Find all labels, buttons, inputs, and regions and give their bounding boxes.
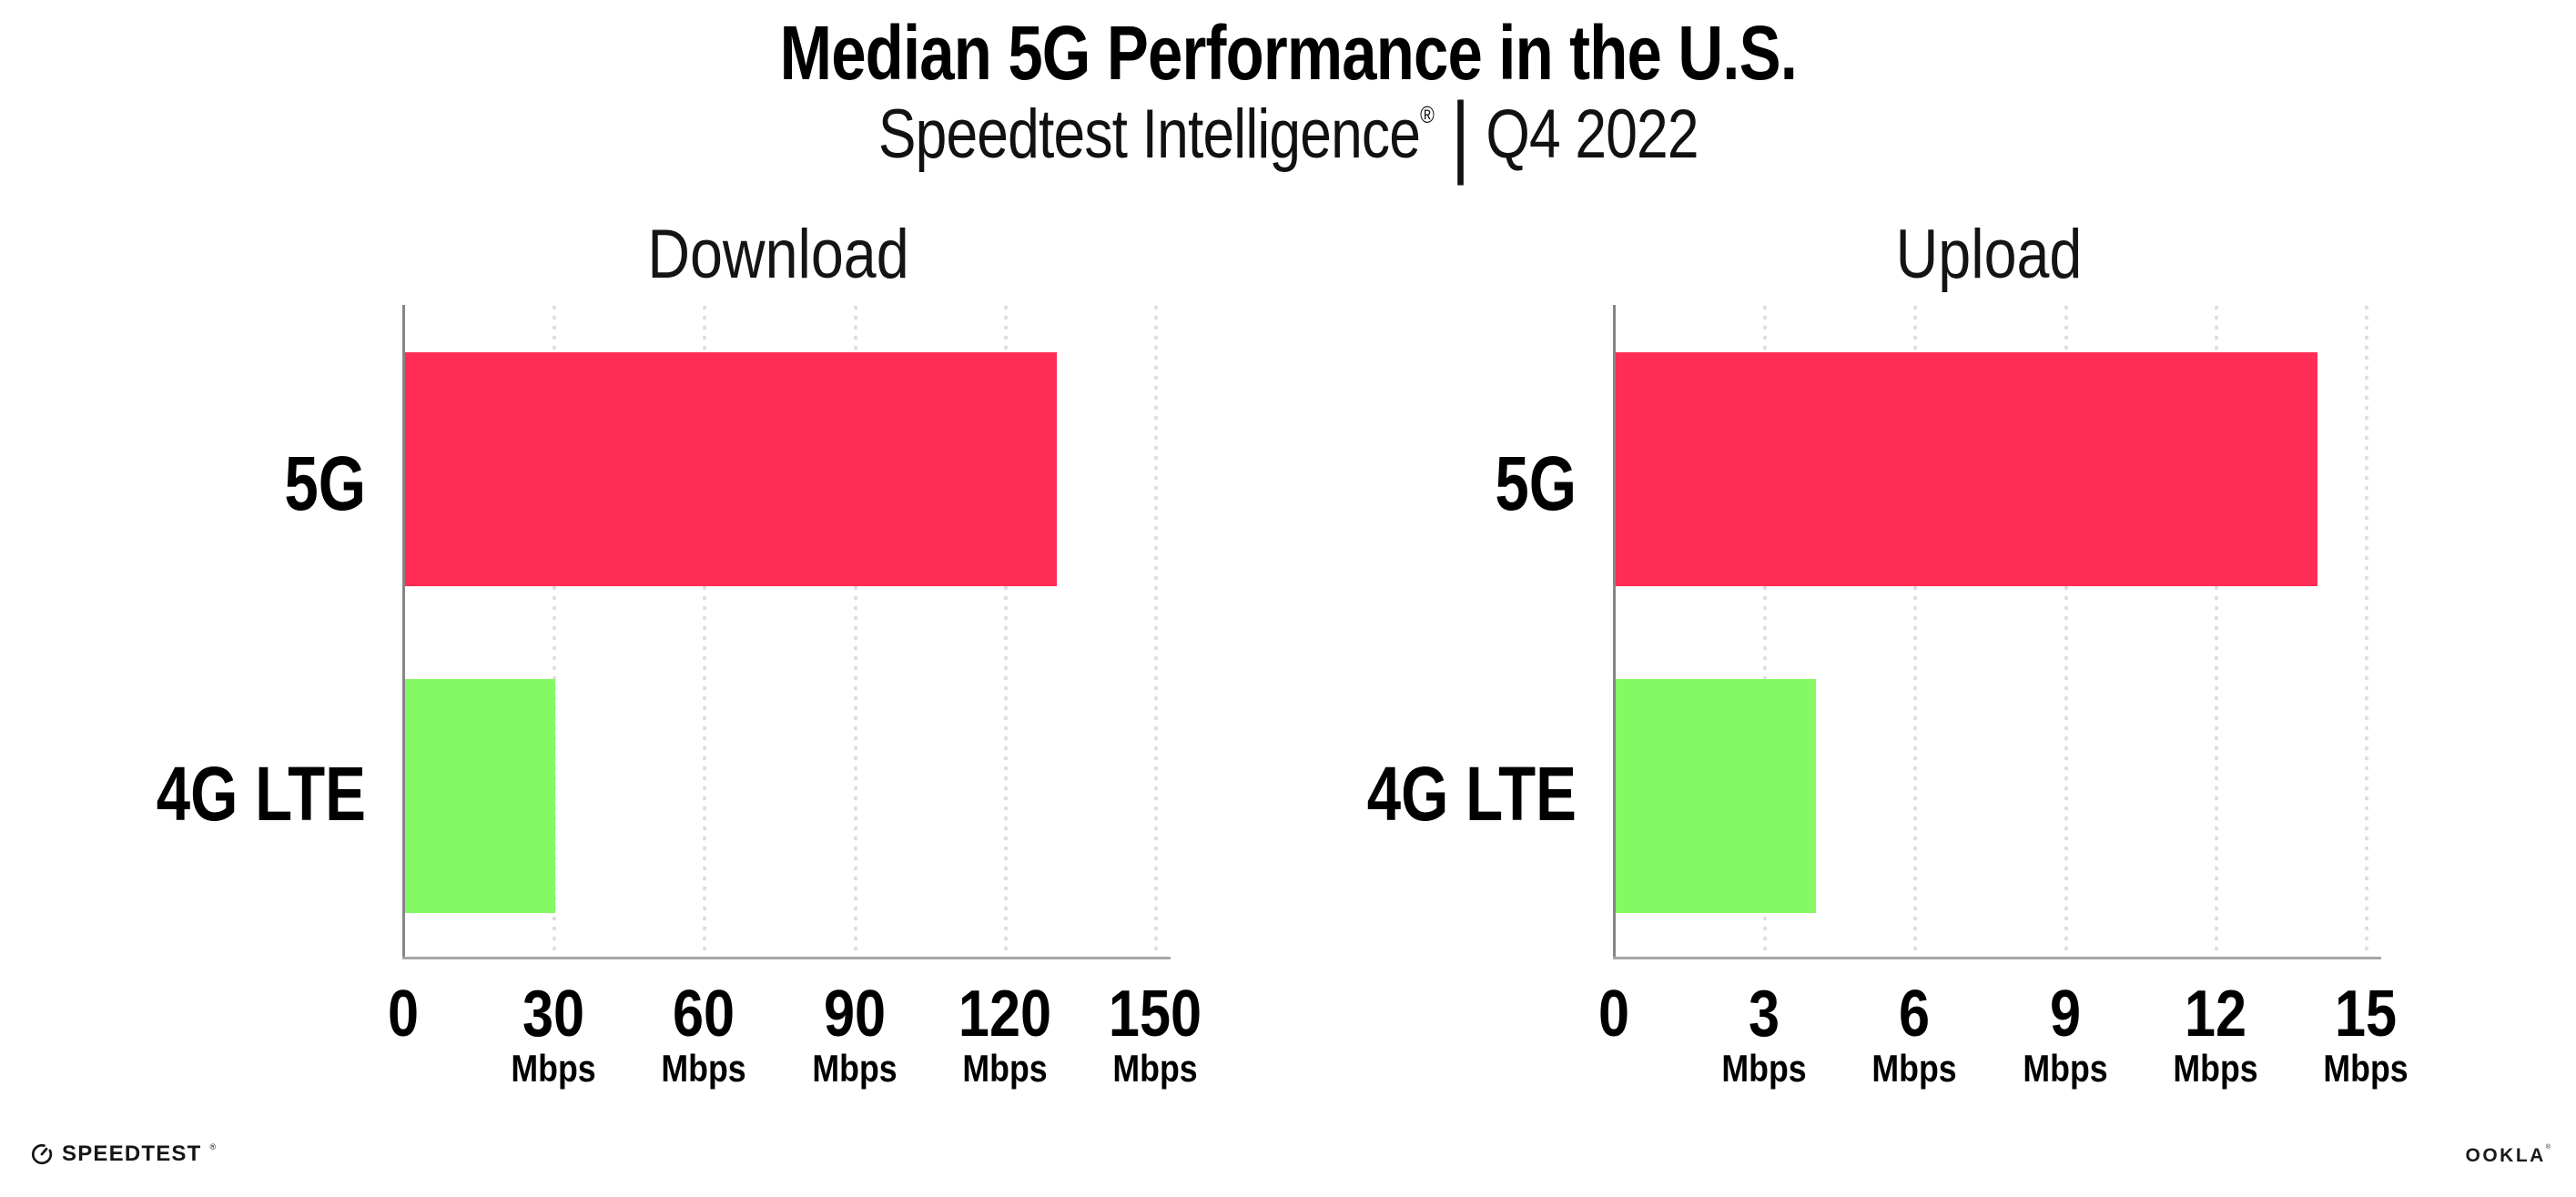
upload-chart-heading: Upload bbox=[1895, 216, 2083, 293]
upload-chart-panel: Upload 0 3 Mbps 6 Mbps 9 Mbps 12 Mbps 15 Mbps 5G 4G … bbox=[1211, 0, 2530, 1197]
x-tick-value: 6 bbox=[1899, 978, 1931, 1050]
subtitle-period: Q4 2022 bbox=[1486, 96, 1699, 173]
speedtest-gauge-icon bbox=[31, 1143, 53, 1165]
gridline-9-mbps bbox=[2064, 305, 2068, 959]
x-tick-value: 90 bbox=[823, 978, 886, 1050]
x-tick-12: 12 Mbps bbox=[2125, 981, 2307, 1089]
x-tick-unit-label: Mbps bbox=[1721, 1047, 1807, 1090]
x-tick-value: 60 bbox=[673, 978, 735, 1050]
x-tick-unit-label: Mbps bbox=[2022, 1047, 2108, 1090]
bar-4g-lte bbox=[1616, 679, 1817, 913]
speedtest-trademark-icon: ® bbox=[209, 1142, 217, 1151]
category-label-4g-lte: 4G LTE bbox=[156, 751, 366, 837]
gridline-3-mbps bbox=[1763, 305, 1768, 959]
x-tick-15: 15 Mbps bbox=[2275, 981, 2457, 1089]
x-tick-60: 60 Mbps bbox=[613, 981, 795, 1089]
ookla-trademark-icon: ® bbox=[2545, 1144, 2551, 1151]
chart-title-text: Median 5G Performance in the U.S. bbox=[779, 10, 1797, 96]
x-tick-unit-label: Mbps bbox=[661, 1047, 746, 1090]
x-tick-value: 3 bbox=[1749, 978, 1780, 1050]
x-tick-unit-label: Mbps bbox=[2173, 1047, 2258, 1090]
x-tick-value: 120 bbox=[958, 978, 1051, 1050]
x-tick-unit-label: Mbps bbox=[962, 1047, 1048, 1090]
x-tick-120: 120 Mbps bbox=[914, 981, 1096, 1089]
bar-5g bbox=[405, 352, 1057, 586]
upload-plot-area bbox=[1613, 305, 2368, 959]
x-tick-unit-label: Mbps bbox=[1112, 1047, 1198, 1090]
x-tick-value: 12 bbox=[2184, 978, 2246, 1050]
gridline-120-mbps bbox=[1003, 305, 1008, 959]
x-tick-value: 0 bbox=[1597, 978, 1630, 1050]
x-tick-30: 30 Mbps bbox=[462, 981, 644, 1089]
speedtest-logo: SPEEDTEST ® bbox=[30, 1138, 216, 1171]
registered-trademark-icon: ® bbox=[1419, 101, 1435, 128]
chart-subtitle-text: Speedtest Intelligence® | Q4 2022 bbox=[877, 89, 1699, 191]
x-tick-value: 15 bbox=[2334, 978, 2398, 1050]
x-tick-unit-label: Mbps bbox=[511, 1047, 596, 1090]
download-plot-area bbox=[402, 305, 1158, 959]
x-tick-0: 0 bbox=[1523, 981, 1705, 1047]
gridline-60-mbps bbox=[703, 305, 707, 959]
chart-subtitle: Speedtest Intelligence® | Q4 2022 bbox=[0, 89, 2576, 191]
x-tick-value: 150 bbox=[1108, 978, 1202, 1050]
category-label-4g-lte: 4G LTE bbox=[1366, 751, 1577, 837]
x-tick-unit-label: Mbps bbox=[1871, 1047, 1957, 1090]
bar-5g bbox=[1616, 352, 2317, 586]
download-x-axis-line bbox=[402, 957, 1171, 959]
x-tick-150: 150 Mbps bbox=[1064, 981, 1246, 1089]
x-tick-6: 6 Mbps bbox=[1823, 981, 2005, 1089]
bar-4g-lte bbox=[405, 679, 556, 913]
subtitle-product: Speedtest Intelligence bbox=[877, 96, 1421, 173]
gridline-150-mbps bbox=[1154, 305, 1158, 959]
gridline-30-mbps bbox=[553, 305, 557, 959]
x-tick-90: 90 Mbps bbox=[764, 981, 946, 1089]
subtitle-divider: | bbox=[1450, 84, 1470, 186]
download-chart-heading: Download bbox=[647, 216, 909, 293]
gridline-90-mbps bbox=[853, 305, 857, 959]
x-tick-value: 30 bbox=[522, 978, 585, 1050]
gridline-15-mbps bbox=[2365, 305, 2368, 959]
x-tick-unit-label: Mbps bbox=[811, 1047, 898, 1090]
x-tick-value: 0 bbox=[387, 978, 420, 1050]
gridline-12-mbps bbox=[2214, 305, 2218, 959]
category-label-5g: 5G bbox=[284, 441, 366, 526]
category-label-5g: 5G bbox=[1495, 441, 1577, 526]
x-tick-value: 9 bbox=[2049, 978, 2081, 1050]
download-chart-panel: Download 0 30 Mbps 60 Mbps 90 Mbps 120 Mbps 150 Mb… bbox=[156, 216, 1246, 1089]
ookla-logo: OOKLA ® bbox=[2465, 1144, 2551, 1167]
x-tick-3: 3 Mbps bbox=[1673, 981, 1855, 1089]
gridline-6-mbps bbox=[1913, 305, 1918, 959]
upload-x-axis-line bbox=[1613, 957, 2381, 959]
speedtest-logo-text: SPEEDTEST bbox=[62, 1141, 202, 1166]
x-tick-9: 9 Mbps bbox=[1974, 981, 2156, 1089]
ookla-logo-text: OOKLA bbox=[2465, 1145, 2546, 1166]
chart-title: Median 5G Performance in the U.S. bbox=[0, 9, 2576, 96]
x-tick-0: 0 bbox=[312, 981, 494, 1047]
x-tick-unit-label: Mbps bbox=[2323, 1047, 2409, 1090]
